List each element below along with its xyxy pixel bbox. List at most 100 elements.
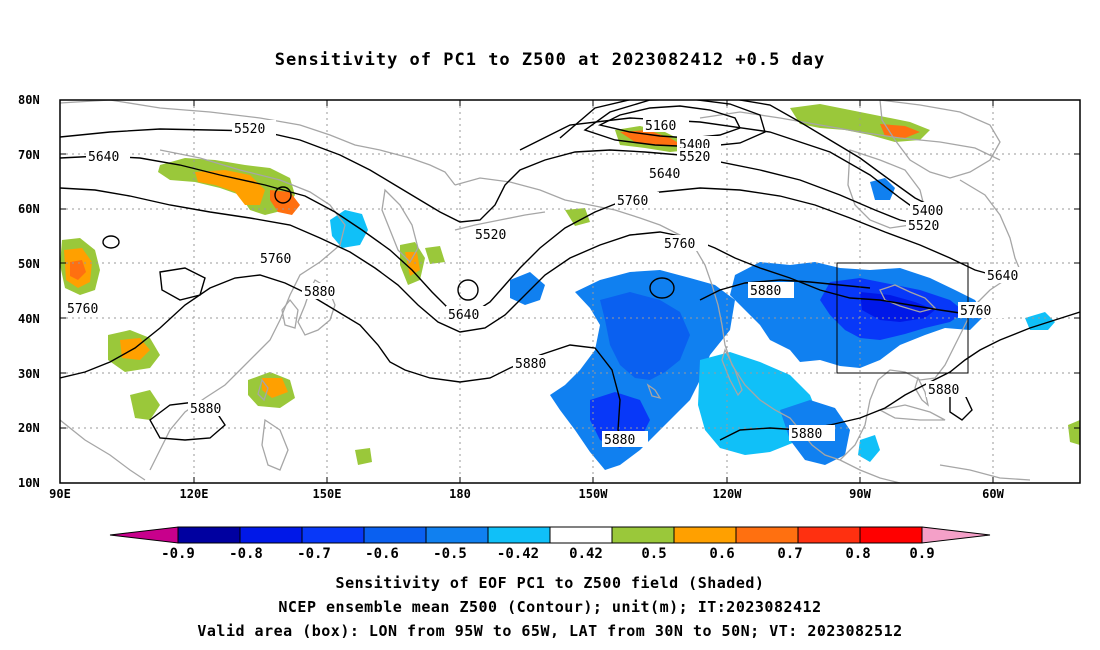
colorbar-cell xyxy=(735,526,799,544)
contour-label-5640-a: 5640 xyxy=(88,150,119,165)
coast-korea xyxy=(281,298,299,329)
coast-hawaii xyxy=(646,383,662,400)
colorbar-label: -0.9 xyxy=(161,546,195,562)
coast-labrador xyxy=(959,179,1021,271)
contour-label-5640-d: 5640 xyxy=(448,308,479,323)
caption-valid-area: Valid area (box): LON from 95W to 65W, L… xyxy=(197,622,903,640)
neg-region-gulf-small xyxy=(858,435,880,462)
colorbar-cell xyxy=(611,526,675,544)
contour-label-5880-g: 5880 xyxy=(604,433,635,448)
colorbar-cells xyxy=(177,526,923,544)
colorbar-label: -0.42 xyxy=(497,546,539,562)
contour-line-5880 xyxy=(60,274,626,441)
coast-asia-north xyxy=(60,100,456,186)
contour-label-5760-d: 5760 xyxy=(67,302,98,317)
colorbar-high-end xyxy=(921,526,991,544)
coast-indochina xyxy=(60,419,146,481)
lon-label-180: 180 xyxy=(449,487,471,501)
colorbar-label: -0.7 xyxy=(297,546,331,562)
coast-philippines xyxy=(261,418,289,471)
contour-label-5880-e: 5880 xyxy=(190,402,221,417)
coast-na-west xyxy=(711,284,841,461)
caption-shaded: Sensitivity of EOF PC1 to Z500 field (Sh… xyxy=(335,574,765,592)
colorbar-cell xyxy=(549,526,613,544)
coast-cuba xyxy=(878,404,946,421)
colorbar-label: 0.5 xyxy=(641,546,666,562)
contour-line-5400 xyxy=(559,100,936,209)
colorbar-label: -0.5 xyxy=(433,546,467,562)
contour-line-low-west xyxy=(102,235,120,249)
contour-label-5640-c: 5640 xyxy=(987,269,1018,284)
lat-label-10n: 10N xyxy=(18,476,40,490)
lat-labels: 80N 70N 60N 50N 40N 30N 20N 10N xyxy=(18,93,40,490)
coast-gulf xyxy=(839,269,1021,461)
colorbar-label: -0.8 xyxy=(229,546,263,562)
pos-region-wpac xyxy=(355,448,372,465)
lat-label-50n: 50N xyxy=(18,257,40,271)
contour-label-5160: 5160 xyxy=(645,119,676,134)
lat-label-70n: 70N xyxy=(18,148,40,162)
lat-label-30n: 30N xyxy=(18,367,40,381)
colorbar-cell xyxy=(487,526,551,544)
colorbar-label: 0.8 xyxy=(845,546,870,562)
lon-label-90e: 90E xyxy=(49,487,71,501)
pos-region-pacific-nw-core xyxy=(262,378,288,398)
contour-line-5880-b xyxy=(719,311,1080,441)
lat-label-60n: 60N xyxy=(18,202,40,216)
pos-region-sea xyxy=(130,390,160,420)
colorbar-cell xyxy=(859,526,923,544)
colorbar-cell xyxy=(239,526,303,544)
neg-region-mid-pac xyxy=(510,272,545,305)
colorbar-cell xyxy=(425,526,489,544)
contour-label-5760-e: 5760 xyxy=(960,304,991,319)
axis-ticks xyxy=(60,100,1080,483)
colorbar-label: 0.42 xyxy=(569,546,603,562)
contour-label-5760-b: 5760 xyxy=(664,237,695,252)
contour-label-5520-b: 5520 xyxy=(679,150,710,165)
colorbar-low-end xyxy=(109,526,179,544)
colorbar-cell xyxy=(363,526,427,544)
colorbar-cell xyxy=(177,526,241,544)
contour-line-south-loop xyxy=(149,401,226,441)
colorbar-label: 0.9 xyxy=(909,546,934,562)
pos-region-atl-east xyxy=(1068,420,1080,445)
map-frame xyxy=(59,99,1081,484)
coast-aleutians xyxy=(454,211,546,231)
colorbar-cell xyxy=(673,526,737,544)
lon-label-60w: 60W xyxy=(982,487,1004,501)
lon-label-150e: 150E xyxy=(313,487,342,501)
contour-label-5520-c: 5520 xyxy=(908,219,939,234)
contour-labels: 5520 5640 5160 5400 5520 5640 5760 5400 … xyxy=(65,116,1031,448)
coast-florida xyxy=(914,376,930,407)
contour-label-5880-c: 5880 xyxy=(515,357,546,372)
neg-region-japan xyxy=(330,210,368,248)
pos-region-bering xyxy=(425,246,445,264)
contour-label-5880-a: 5880 xyxy=(304,285,335,300)
contour-label-5400-b: 5400 xyxy=(912,204,943,219)
neg-region-atl xyxy=(1025,312,1055,330)
pos-region-canada-core xyxy=(880,124,920,138)
contour-line-5520-b xyxy=(519,117,926,217)
neg-region-pac-core xyxy=(600,292,690,380)
contour-line-low-pac xyxy=(457,279,479,301)
colorbar-label: -0.6 xyxy=(365,546,399,562)
coast-taiwan xyxy=(257,378,269,402)
lon-labels: 90E 120E 150E 180 150W 120W 90W 60W xyxy=(49,487,1004,501)
contour-label-5880-b: 5880 xyxy=(750,284,781,299)
neg-region-greenland xyxy=(870,178,895,200)
contour-line-high-cut xyxy=(159,267,206,301)
lat-label-80n: 80N xyxy=(18,93,40,107)
contour-line-low-ne-pac xyxy=(649,277,675,299)
coast-sa-north xyxy=(939,464,1031,481)
coast-kamchatka xyxy=(381,188,419,264)
colorbar-cell xyxy=(301,526,365,544)
contour-line-small-ring xyxy=(274,186,292,204)
contour-line-5160 xyxy=(597,105,741,139)
caption-contour: NCEP ensemble mean Z500 (Contour); unit(… xyxy=(278,598,822,616)
pos-region-nepac xyxy=(565,208,590,226)
lon-label-150w: 150W xyxy=(579,487,609,501)
pos-region-china-core xyxy=(120,338,150,360)
lon-label-120w: 120W xyxy=(713,487,743,501)
contour-line-5880-c xyxy=(699,279,871,301)
